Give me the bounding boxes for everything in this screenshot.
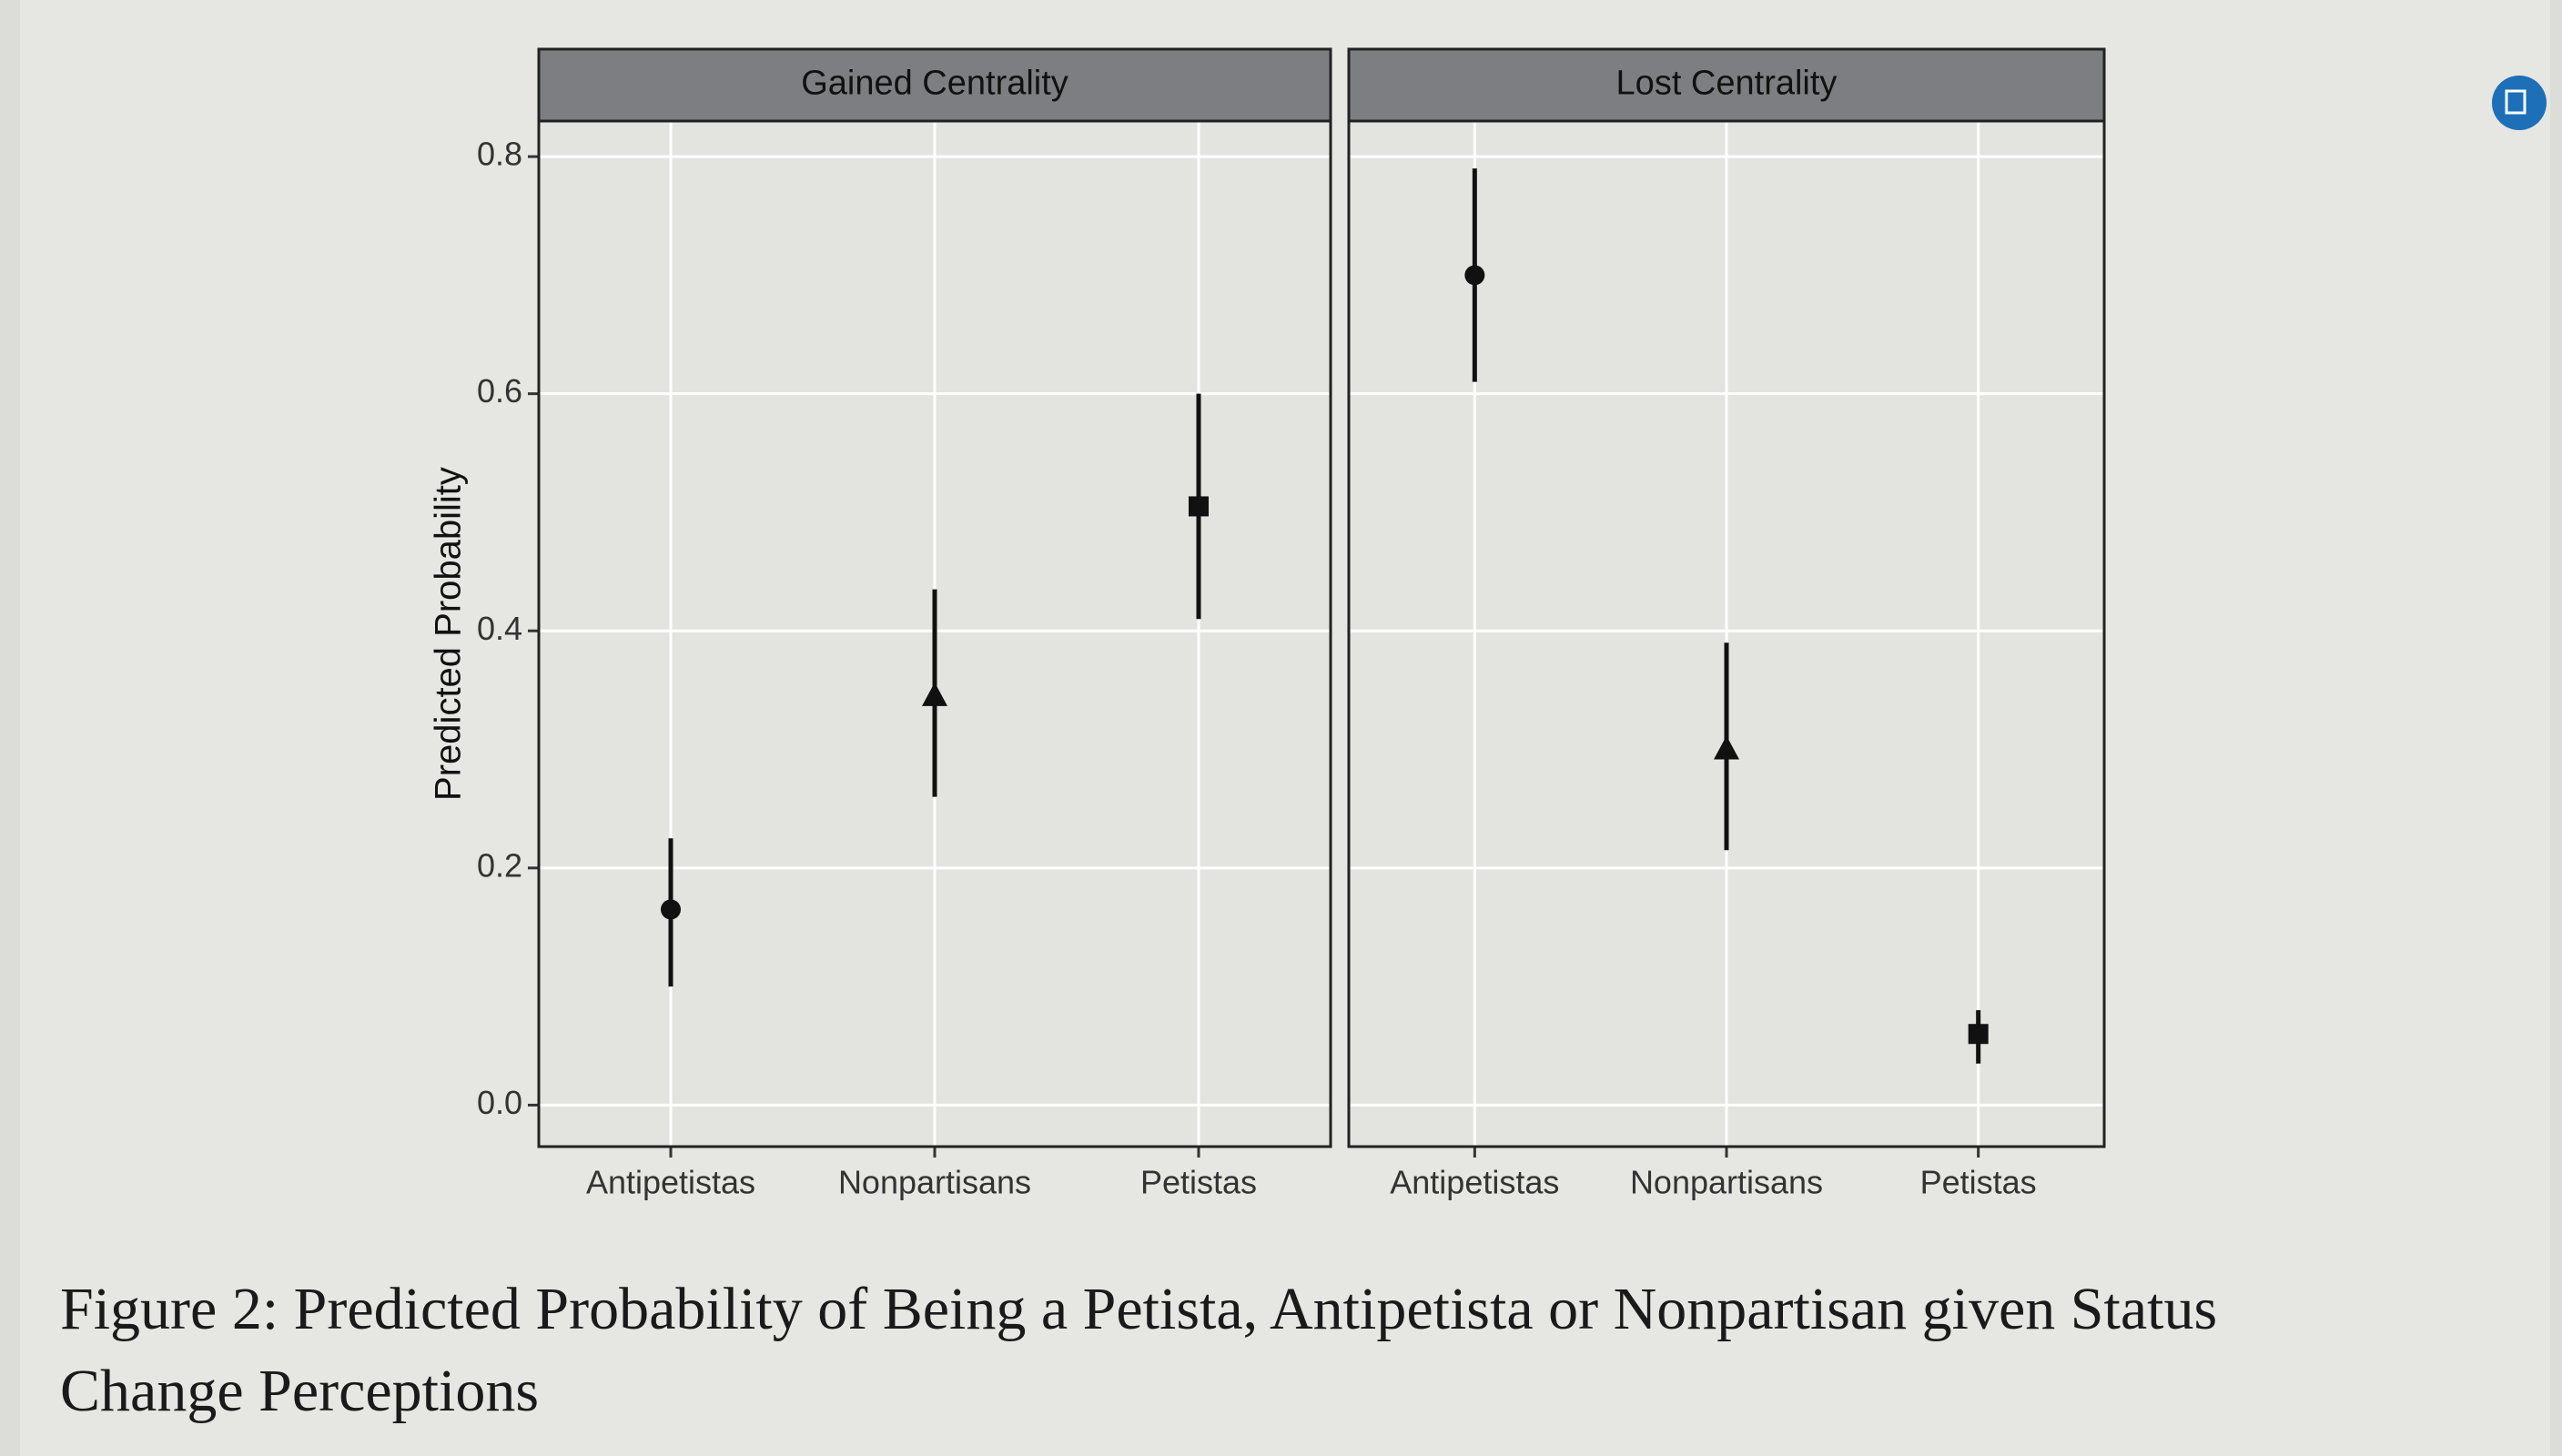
app-icon[interactable]: [2492, 76, 2547, 130]
screen: Gained Centrality 0.0 0.2 0.4 0.6 0.8 Antipeti…: [0, 0, 2562, 1456]
point: [1969, 1024, 1989, 1044]
strip-title: Gained Centrality: [801, 65, 1068, 103]
y-axis-label: Predicted Probability: [429, 467, 469, 801]
x-tick-label: Antipetistas: [1390, 1164, 1559, 1201]
x-tick-label: Antipetistas: [586, 1164, 755, 1201]
caption-line: Change Perceptions: [60, 1358, 539, 1424]
caption-line: Figure 2: Predicted Probability of Being…: [60, 1276, 2217, 1342]
x-tick-label: Petistas: [1920, 1164, 2037, 1201]
strip-title: Lost Centrality: [1616, 65, 1838, 103]
plots: Gained Centrality 0.0 0.2 0.4 0.6 0.8 Antipeti…: [429, 49, 2104, 1201]
y-tick-label: 0.2: [477, 846, 522, 884]
y-tick-label: 0.6: [477, 372, 522, 410]
point: [661, 899, 681, 919]
y-tick-label: 0.0: [477, 1084, 522, 1121]
x-tick-label: Nonpartisans: [838, 1164, 1031, 1201]
y-tick-label: 0.4: [477, 610, 522, 647]
point: [1189, 496, 1209, 516]
x-tick-label: Nonpartisans: [1630, 1164, 1823, 1201]
x-tick-label: Petistas: [1140, 1164, 1257, 1201]
point: [1464, 265, 1484, 285]
y-tick-label: 0.8: [477, 136, 522, 173]
